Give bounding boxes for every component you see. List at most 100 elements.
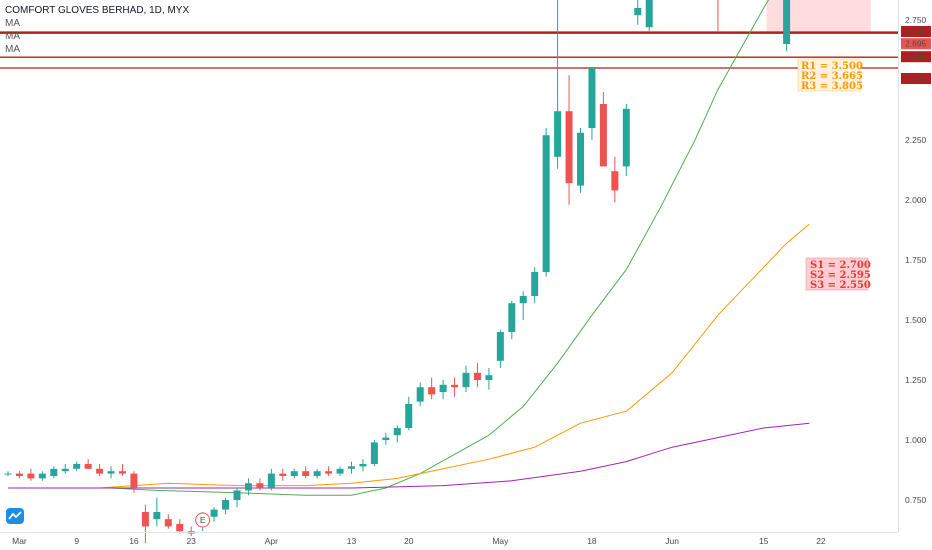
candle-body: [256, 483, 264, 488]
candle-body: [38, 473, 46, 479]
candle: [577, 128, 584, 193]
moving-average-line-3: [8, 422, 810, 489]
candle: [405, 396, 413, 431]
x-tick-label: 15: [759, 536, 769, 546]
candle: [290, 468, 298, 479]
candle: [141, 504, 149, 544]
candle-body: [107, 471, 115, 474]
earnings-marker-circle: [195, 512, 211, 528]
candle: [496, 329, 504, 368]
candle: [611, 156, 619, 203]
candle-body: [15, 473, 23, 476]
candle-body: [50, 468, 58, 476]
pivot-resistance-box-bg: [797, 58, 861, 92]
y-tick-label: 1.250: [905, 375, 927, 385]
candle-body: [96, 468, 104, 474]
ma-legend-2[interactable]: MA: [5, 31, 20, 42]
candle-body: [130, 473, 138, 488]
candle-body: [554, 111, 562, 157]
price-tag-stop: 2.695: [901, 38, 931, 50]
ma-legend-3[interactable]: MA: [5, 44, 20, 55]
candle: [153, 497, 161, 527]
candle-body: [279, 473, 287, 476]
candle-body: [348, 466, 355, 469]
candle-body: [416, 387, 424, 402]
price-tag-bg: [901, 73, 931, 84]
tradingview-logo-icon[interactable]: [6, 508, 24, 524]
candle-body: [84, 464, 92, 469]
candle-body: [485, 375, 493, 380]
candle: [717, 0, 719, 32]
candle: [73, 461, 81, 472]
price-tag-label: 2.550: [905, 74, 927, 84]
candle-body: [210, 509, 218, 517]
candle-body: [302, 471, 310, 476]
x-tick-label: 23: [186, 536, 196, 546]
candle-body: [622, 108, 630, 167]
price-tag-label: 2.595: [905, 52, 927, 62]
candle: [508, 300, 516, 340]
candle: [622, 104, 630, 176]
candle: [187, 526, 195, 536]
candle-body: [577, 132, 584, 186]
candle: [462, 365, 470, 392]
candle-body: [473, 372, 481, 380]
moving-average-line-2: [8, 223, 810, 489]
price-tag-label: 2.700: [905, 27, 927, 37]
x-tick-label: Jun: [665, 536, 679, 546]
candle: [565, 75, 573, 205]
candle-body: [462, 372, 470, 388]
candle: [336, 466, 344, 476]
earnings-marker-label: E: [200, 515, 206, 525]
candle: [451, 377, 459, 397]
price-tag-bg: [901, 38, 931, 50]
candle: [313, 468, 321, 479]
y-tick-label: 1.500: [905, 315, 927, 325]
pivot-resistance-label: R1 = 3.500: [801, 61, 863, 72]
candle-body: [645, 0, 653, 28]
candle: [96, 464, 104, 476]
candle: [119, 464, 126, 476]
earnings-marker: E: [195, 512, 211, 528]
candle: [325, 466, 333, 476]
candle-body: [519, 296, 527, 304]
candle: [38, 471, 46, 481]
price-tag-label: 2.695: [905, 39, 927, 49]
price-tag-bg: [901, 51, 931, 63]
y-tick-label: 0.750: [905, 495, 927, 505]
candle: [393, 425, 401, 443]
price-tag-support: 2.550: [901, 73, 931, 84]
candle: [428, 377, 436, 400]
candle-body: [496, 332, 504, 361]
price-tag-bg: [901, 26, 931, 37]
candle-body: [599, 104, 607, 167]
candle-body: [141, 512, 149, 527]
candle-body: [164, 519, 172, 527]
long-stop-zone: [766, 0, 871, 34]
candle: [302, 466, 310, 479]
y-tick-label: 2.250: [905, 135, 927, 145]
candle: [634, 0, 642, 25]
x-tick-label: 20: [404, 536, 414, 546]
candle-body: [222, 500, 230, 510]
symbol-title: COMFORT GLOVES BERHAD, 1D, MYX: [5, 5, 190, 16]
candle: [348, 461, 355, 474]
pivot-resistance-label: R2 = 3.665: [801, 71, 863, 82]
candle-body: [359, 464, 367, 467]
candle: [519, 291, 527, 320]
price-tag-support: 2.700: [901, 26, 931, 37]
candle: [645, 0, 653, 32]
pivot-support-box-bg: [805, 257, 869, 291]
candle: [107, 466, 115, 479]
moving-average-line-1: [110, 0, 770, 496]
x-tick-label: 16: [129, 536, 139, 546]
candle: [599, 92, 607, 167]
candle-body: [531, 272, 539, 296]
candle-body: [244, 483, 252, 491]
ma-legend-1[interactable]: MA: [5, 18, 20, 29]
pivot-support-label: S2 = 2.595: [810, 270, 871, 281]
x-tick-label: May: [492, 536, 509, 546]
